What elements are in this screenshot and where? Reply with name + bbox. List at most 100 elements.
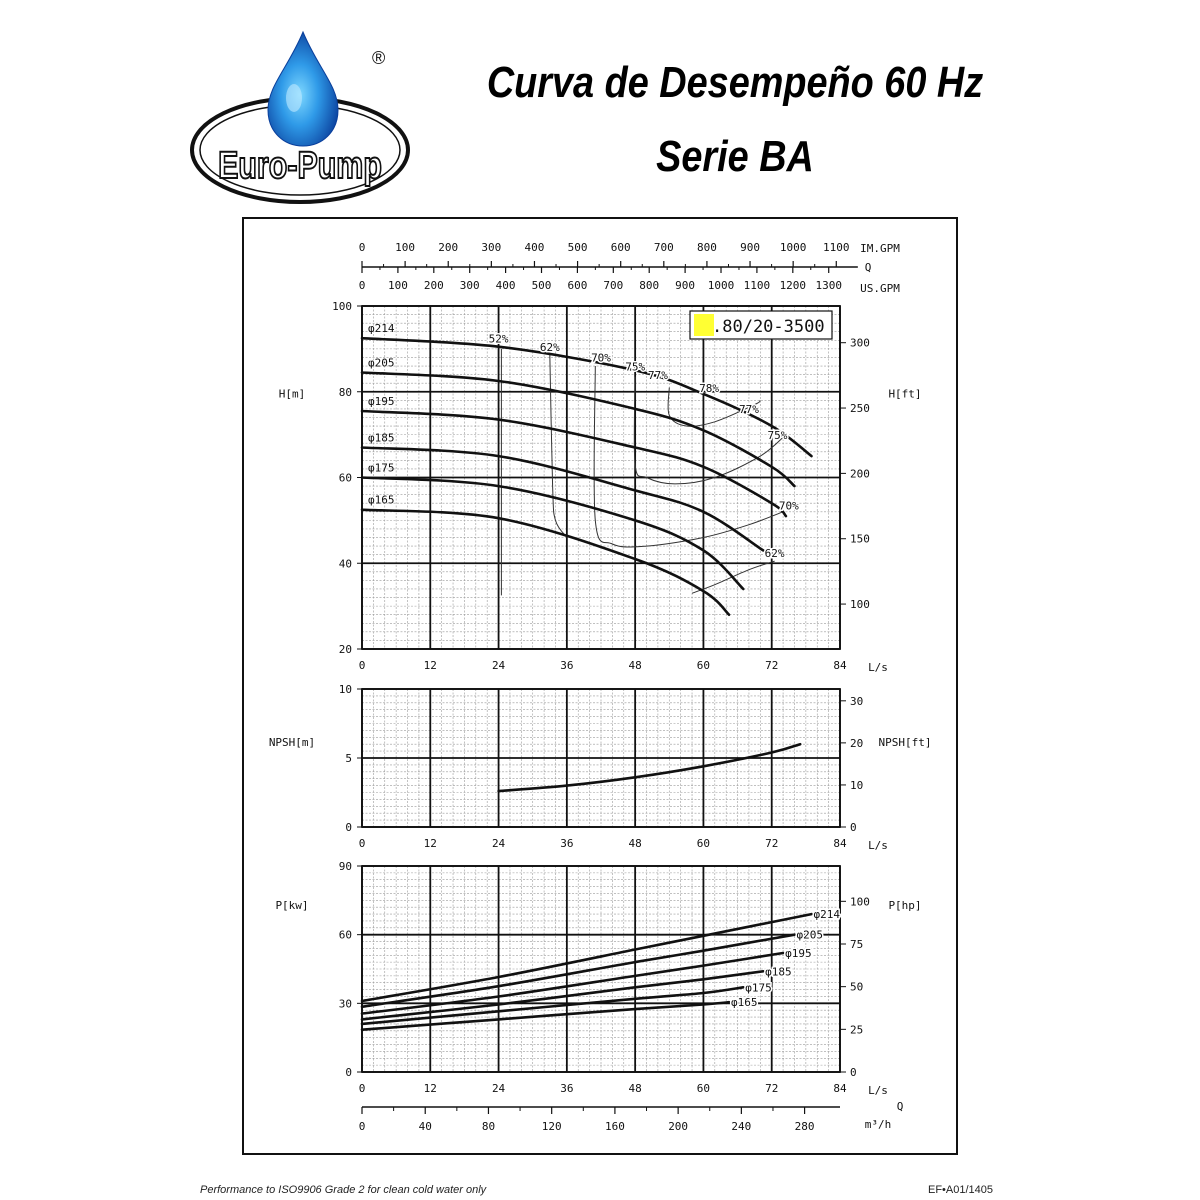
x-tick-label: 72	[765, 1082, 778, 1095]
q-label-bottom: Q	[897, 1100, 904, 1113]
y-tick-label-left: 100	[332, 300, 352, 313]
efficiency-label: 77%	[739, 403, 759, 416]
efficiency-label: 78%	[699, 382, 719, 395]
efficiency-contour	[593, 365, 784, 548]
efficiency-label: 75%	[625, 360, 645, 373]
efficiency-contour	[549, 353, 568, 538]
y-axis-label-right: H[ft]	[888, 388, 921, 401]
model-label: .80/20-3500	[712, 317, 825, 337]
page-subtitle: Serie BA	[656, 132, 814, 181]
model-highlight	[694, 314, 714, 336]
x-tick-label: 48	[629, 837, 642, 850]
y-tick-label-left: 5	[345, 752, 352, 765]
series-label: φ214	[368, 322, 395, 335]
im-gpm-tick-label: 900	[740, 241, 760, 254]
y-tick-label-left: 20	[339, 643, 352, 656]
us-gpm-tick-label: 900	[675, 279, 695, 292]
m3h-tick-label: 40	[419, 1120, 432, 1133]
x-tick-label: 60	[697, 1082, 710, 1095]
x-tick-label: 84	[833, 837, 847, 850]
series-line	[360, 1000, 731, 1031]
m3h-tick-label: 0	[359, 1120, 366, 1133]
im-gpm-label: IM.GPM	[860, 242, 900, 255]
series-label: φ205	[796, 929, 823, 942]
q-label: Q	[865, 261, 872, 274]
x-tick-label: 72	[765, 659, 778, 672]
x-tick-label: 24	[492, 837, 506, 850]
y-tick-label-right: 0	[850, 821, 857, 834]
series-line	[360, 371, 796, 488]
efficiency-label: 52%	[489, 332, 509, 345]
m3h-unit-label: m³/h	[865, 1118, 892, 1131]
im-gpm-tick-label: 800	[697, 241, 717, 254]
footer-note: Performance to ISO9906 Grade 2 for clean…	[200, 1184, 487, 1196]
series-label: φ185	[368, 431, 395, 444]
im-gpm-tick-label: 600	[611, 241, 631, 254]
logo-text: Euro-Pump	[218, 145, 382, 187]
us-gpm-tick-label: 800	[639, 279, 659, 292]
y-tick-label-right: 250	[850, 402, 870, 415]
us-gpm-tick-label: 1200	[780, 279, 807, 292]
series-line	[360, 986, 745, 1026]
series-line	[360, 446, 765, 552]
y-tick-label-right: 25	[850, 1023, 863, 1036]
x-tick-label: 0	[359, 837, 366, 850]
series-line	[360, 336, 813, 458]
y-tick-label-right: 100	[850, 598, 870, 611]
series-line	[360, 951, 785, 1015]
y-tick-label-left: 10	[339, 683, 352, 696]
efficiency-label: 75%	[767, 429, 787, 442]
im-gpm-tick-label: 500	[568, 241, 588, 254]
x-tick-label: 12	[424, 659, 437, 672]
registered-mark: ®	[372, 48, 385, 68]
y-axis-label-left: H[m]	[279, 388, 306, 401]
us-gpm-tick-label: 0	[359, 279, 366, 292]
y-tick-label-right: 150	[850, 533, 870, 546]
plot-border	[361, 865, 841, 1073]
x-tick-label: 36	[560, 659, 573, 672]
x-tick-label: 84	[833, 1082, 847, 1095]
m3h-tick-label: 80	[482, 1120, 495, 1133]
im-gpm-tick-label: 200	[438, 241, 458, 254]
y-tick-label-left: 30	[339, 997, 352, 1010]
series-line	[360, 409, 788, 518]
x-tick-label: 48	[629, 659, 642, 672]
y-axis-label-left: P[kw]	[275, 899, 308, 912]
y-tick-label-left: 0	[345, 1066, 352, 1079]
y-tick-label-right: 10	[850, 779, 863, 792]
efficiency-label: 62%	[765, 547, 785, 560]
x-tick-label: 60	[697, 837, 710, 850]
us-gpm-tick-label: 1000	[708, 279, 735, 292]
series-line	[497, 742, 802, 793]
y-tick-label-right: 100	[850, 895, 870, 908]
y-tick-label-left: 80	[339, 386, 352, 399]
m3h-tick-label: 240	[731, 1120, 751, 1133]
y-tick-label-right: 300	[850, 337, 870, 350]
us-gpm-tick-label: 600	[567, 279, 587, 292]
efficiency-label: 70%	[591, 352, 611, 365]
x-tick-label: 24	[492, 1082, 506, 1095]
efficiency-contour	[633, 376, 787, 485]
m3h-tick-label: 120	[542, 1120, 562, 1133]
y-tick-label-right: 0	[850, 1066, 857, 1079]
x-unit-label: L/s	[868, 839, 888, 852]
x-tick-label: 48	[629, 1082, 642, 1095]
im-gpm-tick-label: 400	[525, 241, 545, 254]
series-label: φ165	[731, 996, 758, 1009]
us-gpm-tick-label: 1100	[744, 279, 771, 292]
x-tick-label: 0	[359, 1082, 366, 1095]
series-line	[360, 933, 796, 1009]
im-gpm-tick-label: 100	[395, 241, 415, 254]
x-tick-label: 84	[833, 659, 847, 672]
us-gpm-tick-label: 500	[532, 279, 552, 292]
footer-code: EF•A01/1405	[928, 1184, 994, 1196]
efficiency-label: 77%	[648, 369, 668, 382]
us-gpm-tick-label: 300	[460, 279, 480, 292]
efficiency-contour	[667, 387, 761, 427]
series-line	[360, 476, 745, 591]
m3h-tick-label: 200	[668, 1120, 688, 1133]
series-line	[360, 508, 731, 616]
y-axis-label-left: NPSH[m]	[269, 736, 315, 749]
series-label: φ195	[785, 947, 812, 960]
